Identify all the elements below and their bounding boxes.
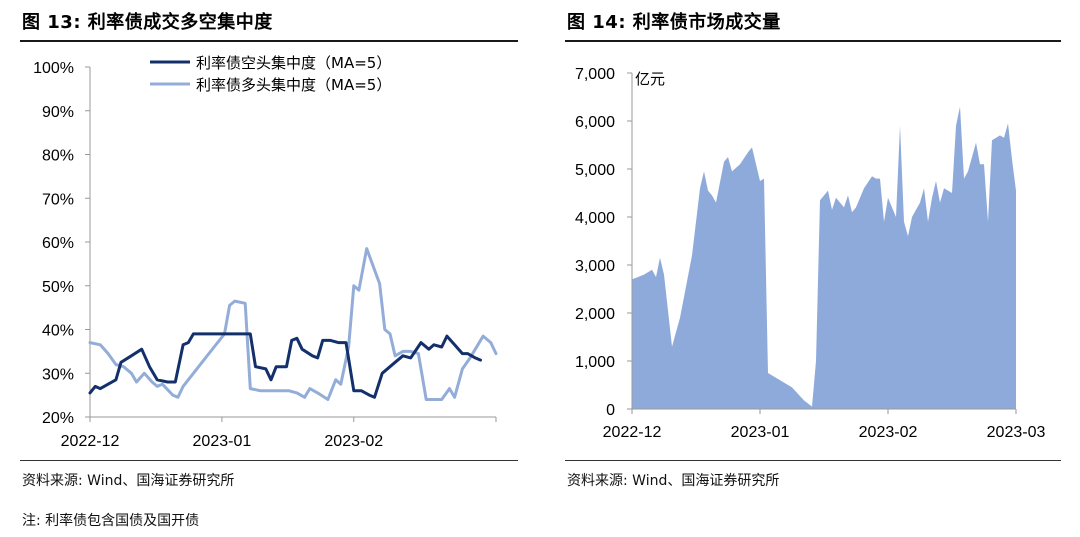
right-source-text: 资料来源: Wind、国海证券研究所 [567,473,780,489]
left-chart: 100% 90% 80% 70% 60% 50% 40% 30% 20% 2022-12 2023… [33,54,498,450]
right-source-rule [565,460,1061,461]
left-y-tick-label: 40% [42,323,74,340]
left-y-tick-label: 80% [42,148,74,165]
left-y-tick-label: 20% [42,410,74,427]
right-y-tick-label: 6,000 [575,114,615,131]
legend-label: 利率债空头集中度（MA=5） [196,54,391,72]
left-y-tick-label: 100% [33,60,74,77]
right-unit-label: 亿元 [635,70,665,88]
right-y-tick-label: 2,000 [575,306,615,323]
volume-area [632,106,1016,409]
footnote: 注: 利率债包含国债及国开债 [22,513,200,529]
short-concentration-line [88,332,482,399]
right-y-tick-label: 0 [606,402,615,419]
long-concentration-line [88,247,498,401]
left-y-tick-label: 90% [42,104,74,121]
legend-label: 利率债多头集中度（MA=5） [196,76,391,94]
right-y-tick-label: 1,000 [575,354,615,371]
left-y-tick-label: 60% [42,235,74,252]
right-x-tick-label: 2023-03 [987,424,1046,441]
right-y-tick-label: 7,000 [575,66,615,83]
left-y-tick-label: 70% [42,191,74,208]
left-y-tick-label: 30% [42,366,74,383]
left-y-tick-label: 50% [42,279,74,296]
right-x-tick-label: 2023-01 [731,424,790,441]
right-y-tick-label: 4,000 [575,210,615,227]
right-x-tick-label: 2023-02 [859,424,918,441]
left-x-tick-label: 2023-02 [324,433,383,450]
right-chart: 7,000 6,000 5,000 4,000 3,000 2,000 1,000 0 202… [575,66,1046,441]
left-x-tick-label: 2023-01 [193,433,252,450]
left-source-text: 资料来源: Wind、国海证券研究所 [22,473,235,489]
left-chart-title: 图 13: 利率债成交多空集中度 [22,12,273,33]
left-title-rule [20,40,518,42]
right-x-tick-label: 2022-12 [603,424,662,441]
right-chart-title: 图 14: 利率债市场成交量 [567,12,781,33]
left-source-rule [20,460,518,461]
right-y-tick-label: 5,000 [575,162,615,179]
left-x-tick-label: 2022-12 [61,433,120,450]
right-y-tick-label: 3,000 [575,258,615,275]
right-title-rule [565,40,1061,42]
